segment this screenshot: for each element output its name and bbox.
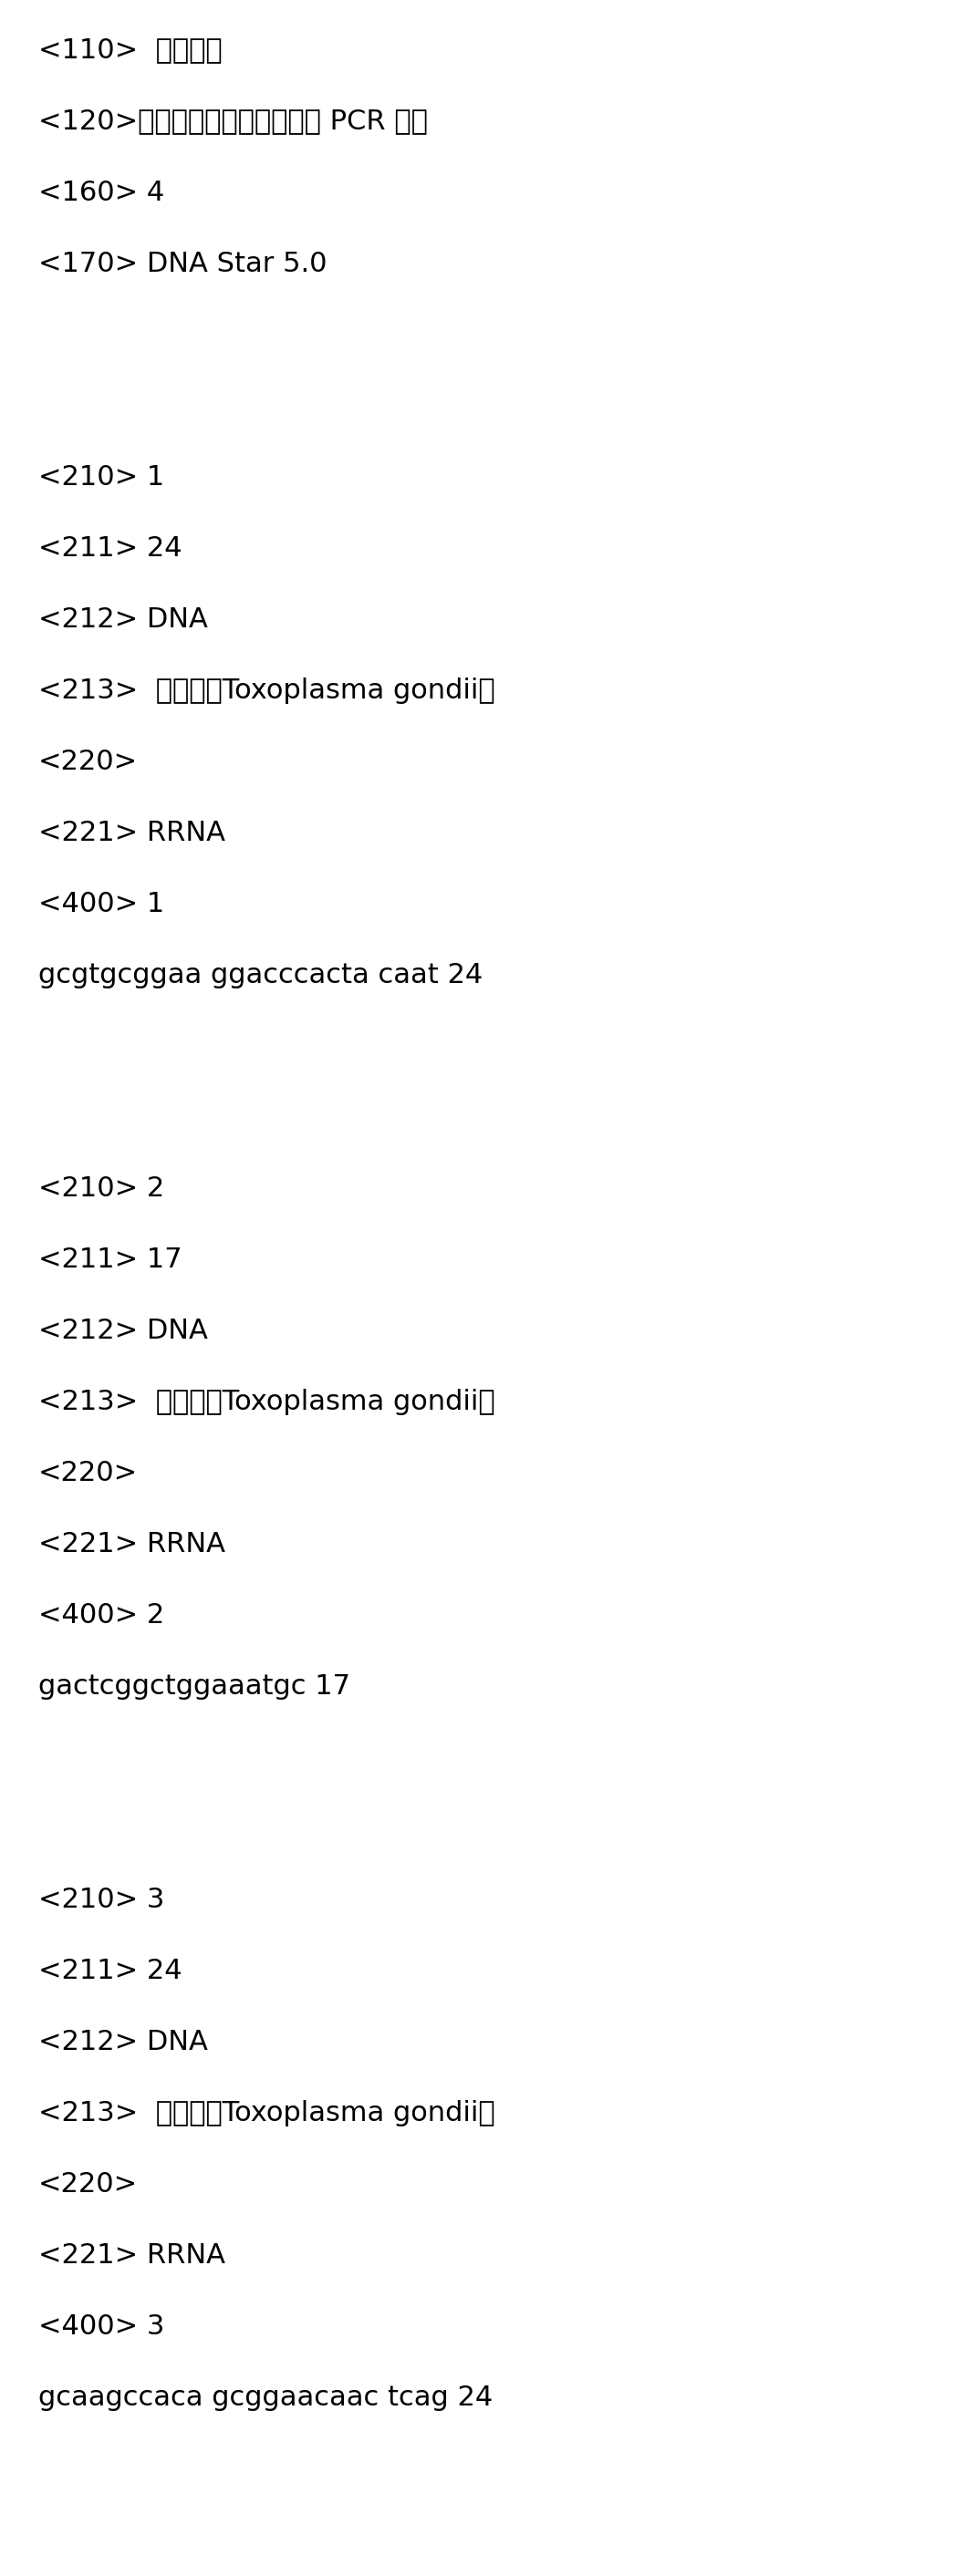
Text: <212> DNA: <212> DNA [39, 2027, 208, 2056]
Text: <213>  弓形虫（Toxoplasma gondii）: <213> 弓形虫（Toxoplasma gondii） [39, 1388, 495, 1414]
Text: <400> 1: <400> 1 [39, 891, 164, 917]
Text: <220>: <220> [39, 1461, 138, 1486]
Text: <221> RRNA: <221> RRNA [39, 1530, 225, 1556]
Text: <210> 1: <210> 1 [39, 464, 164, 489]
Text: <120>一种检测弓形虫的半巢式 PCR 方法: <120>一种检测弓形虫的半巢式 PCR 方法 [39, 108, 427, 134]
Text: <211> 24: <211> 24 [39, 536, 182, 562]
Text: <220>: <220> [39, 2172, 138, 2197]
Text: <210> 3: <210> 3 [39, 1886, 164, 1911]
Text: <160> 4: <160> 4 [39, 180, 164, 206]
Text: <213>  弓形虫（Toxoplasma gondii）: <213> 弓形虫（Toxoplasma gondii） [39, 2099, 495, 2125]
Text: <221> RRNA: <221> RRNA [39, 819, 225, 845]
Text: <110>  浙江大学: <110> 浙江大学 [39, 36, 222, 64]
Text: gcaagccaca gcggaacaac tcag 24: gcaagccaca gcggaacaac tcag 24 [39, 2383, 493, 2411]
Text: <220>: <220> [39, 747, 138, 775]
Text: <212> DNA: <212> DNA [39, 1316, 208, 1345]
Text: <400> 3: <400> 3 [39, 2313, 164, 2339]
Text: gcgtgcggaa ggacccacta caat 24: gcgtgcggaa ggacccacta caat 24 [39, 961, 483, 989]
Text: <213>  弓形虫（Toxoplasma gondii）: <213> 弓形虫（Toxoplasma gondii） [39, 677, 495, 703]
Text: <170> DNA Star 5.0: <170> DNA Star 5.0 [39, 250, 327, 276]
Text: <211> 24: <211> 24 [39, 1958, 182, 1984]
Text: <210> 2: <210> 2 [39, 1175, 164, 1200]
Text: <221> RRNA: <221> RRNA [39, 2241, 225, 2269]
Text: <211> 17: <211> 17 [39, 1247, 182, 1273]
Text: <400> 2: <400> 2 [39, 1602, 164, 1628]
Text: <212> DNA: <212> DNA [39, 605, 208, 631]
Text: gactcggctggaaatgc 17: gactcggctggaaatgc 17 [39, 1672, 350, 1700]
